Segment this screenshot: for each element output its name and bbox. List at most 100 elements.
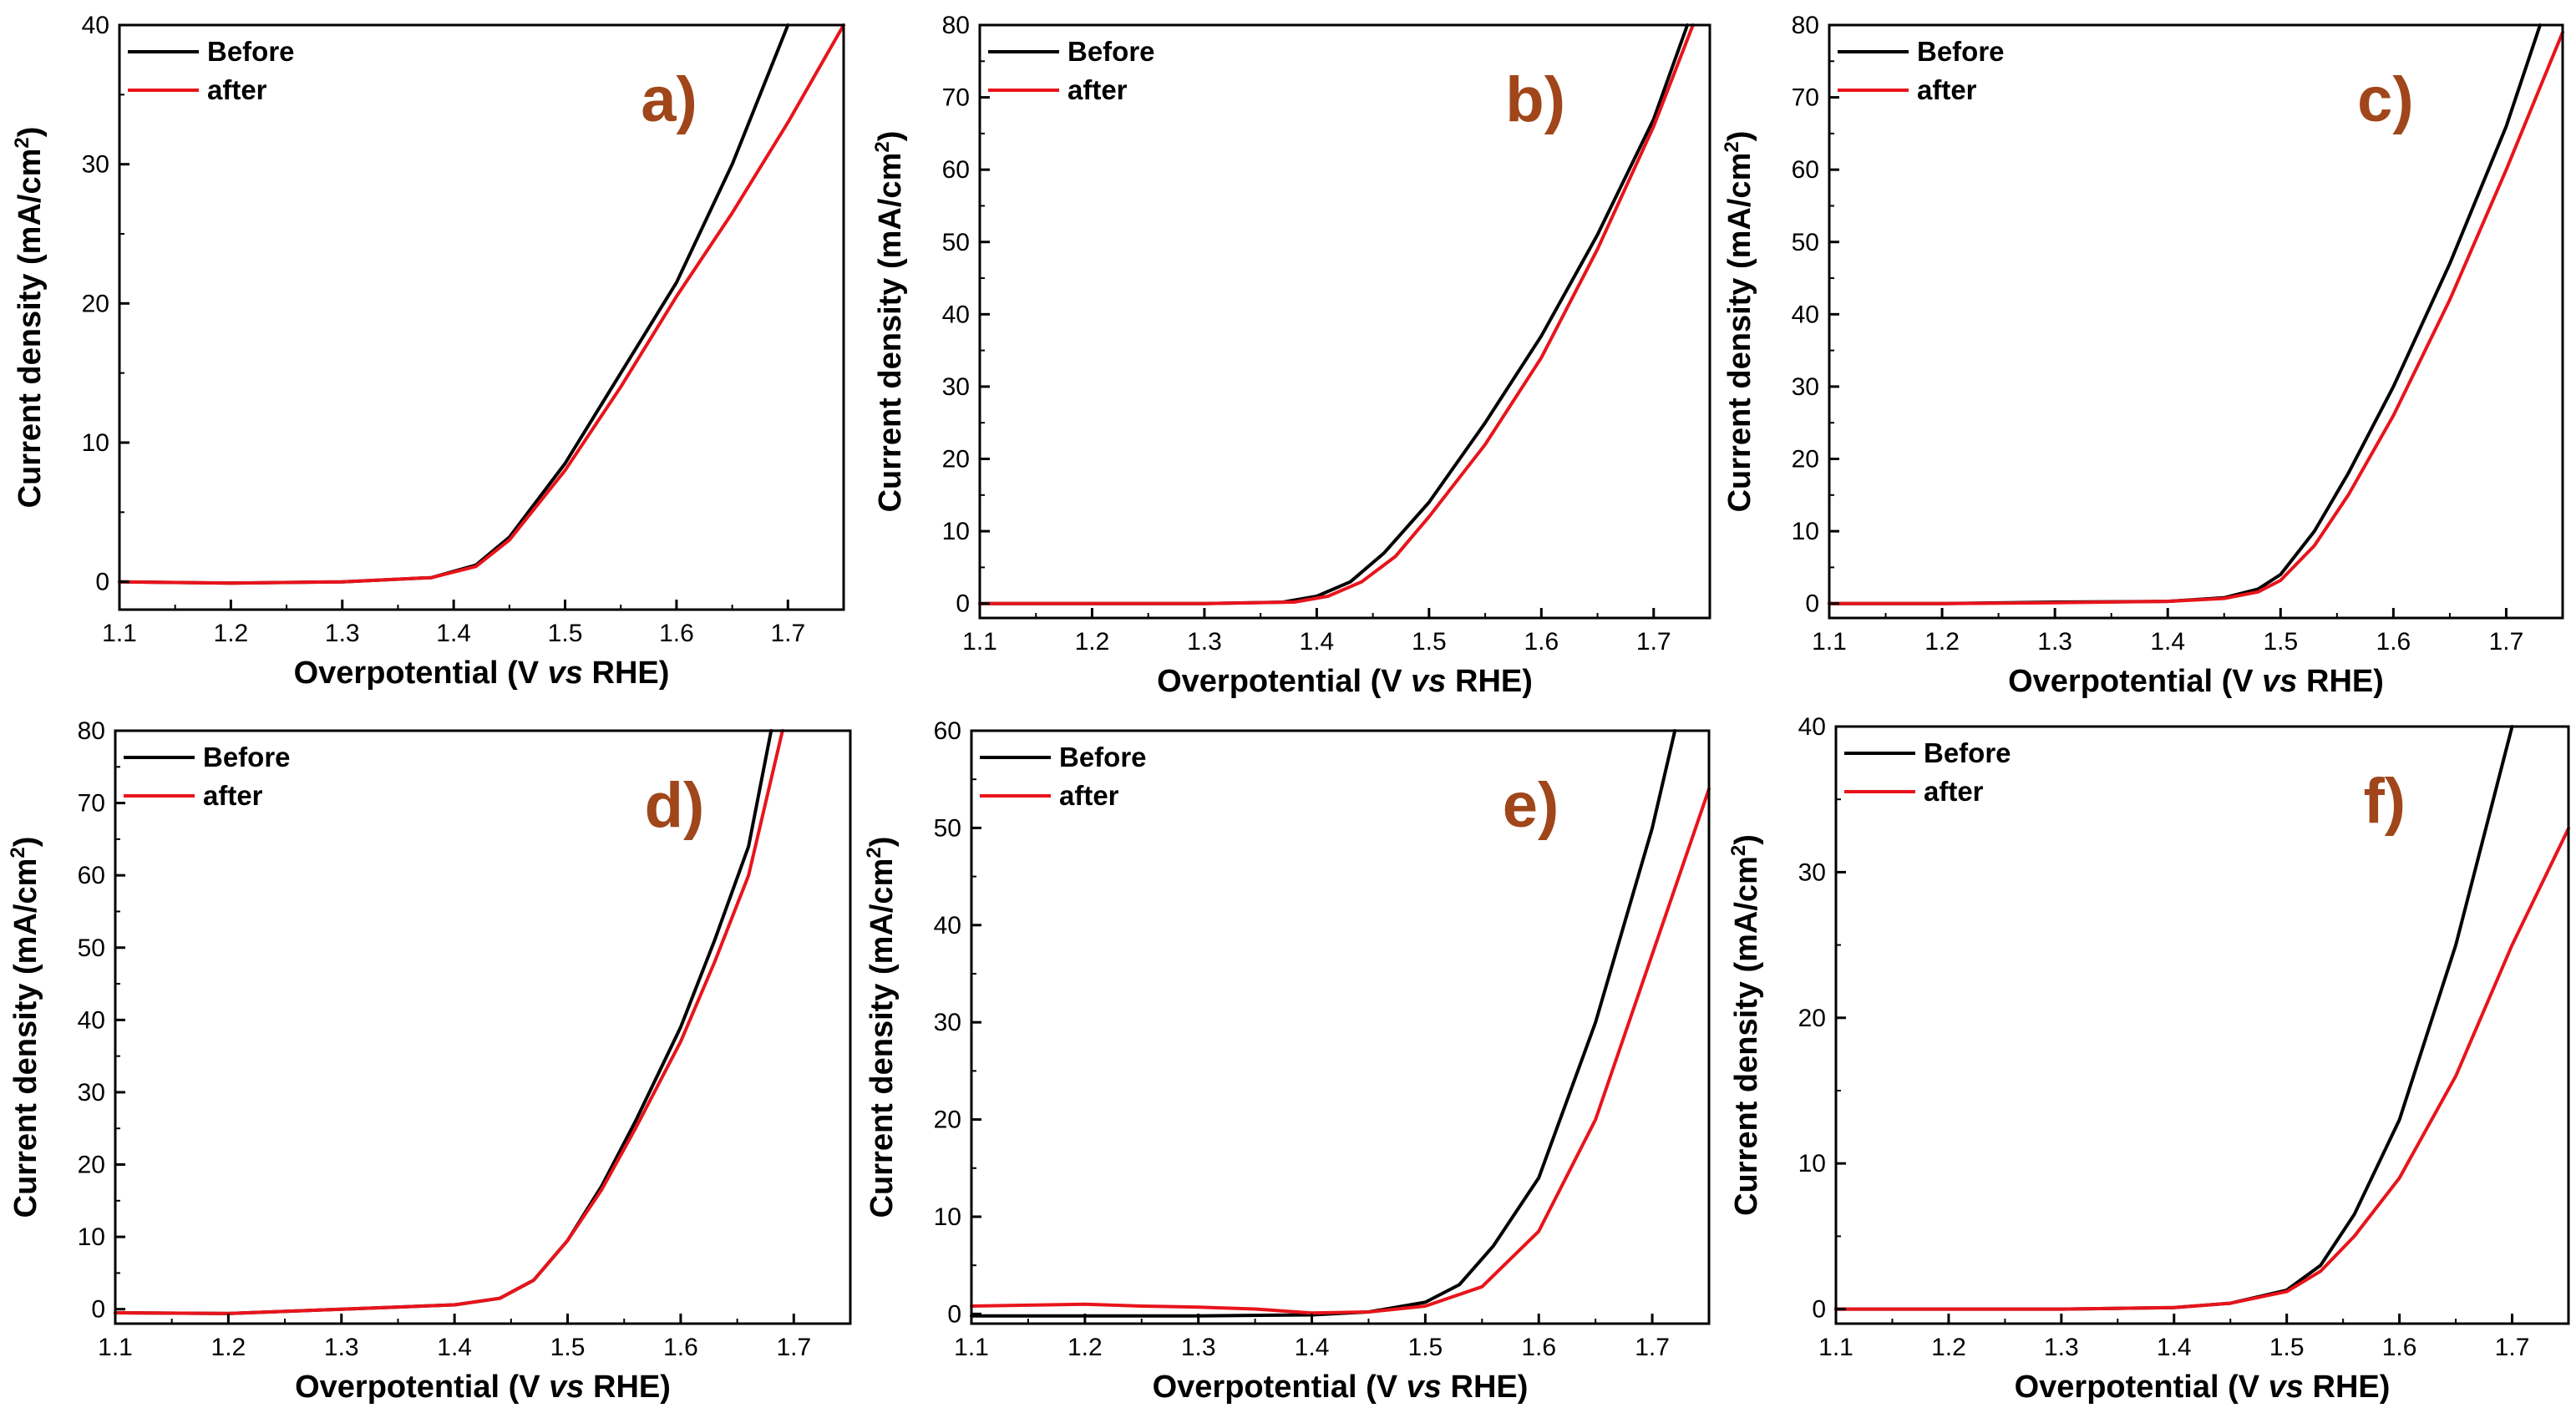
y-tick-label: 30 <box>1792 373 1819 401</box>
x-tick-label: 1.2 <box>1075 628 1110 656</box>
x-axis-label-italic: vs <box>549 1370 584 1405</box>
x-axis-label-main: Overpotential (V <box>294 656 548 691</box>
y-tick-label: 20 <box>934 1107 961 1134</box>
x-axis-label: Overpotential (V vs RHE) <box>1153 1370 1529 1405</box>
x-tick-label: 1.3 <box>2037 628 2072 656</box>
y-tick-label: 40 <box>78 1006 105 1034</box>
x-tick-label: 1.4 <box>437 1334 472 1361</box>
legend-label-after: after <box>203 780 263 811</box>
x-tick-label: 1.7 <box>2489 628 2524 656</box>
x-tick-label: 1.2 <box>1067 1334 1103 1361</box>
x-axis-label-end: RHE) <box>2304 1370 2390 1405</box>
y-tick-label: 20 <box>942 446 970 474</box>
x-tick-label: 1.1 <box>954 1334 989 1361</box>
y-tick-label: 40 <box>942 301 970 328</box>
y-tick-label: 40 <box>934 912 961 939</box>
series-line-before <box>970 729 1677 1318</box>
x-axis-label-main: Overpotential (V <box>1157 664 1411 699</box>
y-axis-label: Current density (mA/cm2) <box>871 131 908 513</box>
series-line-before <box>978 23 1690 605</box>
x-axis-label-italic: vs <box>2269 1370 2304 1405</box>
series-line-after <box>1834 827 2570 1311</box>
y-tick-label: 20 <box>82 290 109 317</box>
x-tick-label: 1.6 <box>659 620 694 647</box>
series-line-before <box>1828 23 2542 605</box>
y-axis-label-sup: 2 <box>1721 141 1743 152</box>
x-tick-label: 1.1 <box>98 1334 133 1361</box>
x-tick-label: 1.5 <box>2263 628 2298 656</box>
x-tick-label: 1.4 <box>1295 1334 1330 1361</box>
x-axis-label-end: RHE) <box>584 1370 670 1405</box>
panel-letter: a) <box>641 64 697 135</box>
y-tick-label: 10 <box>934 1203 961 1231</box>
y-tick-label: 10 <box>82 429 109 457</box>
y-axis-label: Current density (mA/cm2) <box>863 837 900 1218</box>
y-tick-label: 70 <box>942 84 970 112</box>
legend-label-after: after <box>207 74 267 105</box>
y-tick-label: 40 <box>1798 713 1826 741</box>
x-axis-label-end: RHE) <box>2297 664 2383 699</box>
x-tick-label: 1.4 <box>2150 628 2185 656</box>
y-tick-label: 0 <box>956 590 970 618</box>
plot-frame <box>114 729 852 1325</box>
x-axis-label-italic: vs <box>2262 664 2297 699</box>
x-tick-label: 1.2 <box>214 620 249 647</box>
x-axis-label-end: RHE) <box>1442 1370 1528 1405</box>
y-tick-label: 30 <box>82 151 109 179</box>
y-axis-label-sup: 2 <box>11 137 33 148</box>
x-tick-label: 1.3 <box>1187 628 1222 656</box>
x-axis-label-main: Overpotential (V <box>1153 1370 1407 1405</box>
y-axis-label-sup: 2 <box>871 141 894 152</box>
x-axis-label: Overpotential (V vs RHE) <box>1157 664 1533 699</box>
x-tick-label: 1.6 <box>2382 1334 2417 1361</box>
legend-label-before: Before <box>1924 737 2011 768</box>
y-tick-label: 50 <box>1792 229 1819 256</box>
x-tick-label: 1.1 <box>962 628 997 656</box>
y-tick-label: 10 <box>942 518 970 545</box>
series-line-after <box>114 729 784 1315</box>
chart-panel-f: 1.1 1.2 1.3 1.4 1.5 1.6 1.7 0 10 20 30 40 Overpotent… <box>1727 713 2570 1405</box>
x-tick-label: 1.5 <box>548 620 583 647</box>
y-tick-label: 50 <box>934 814 961 842</box>
plot-frame <box>1828 23 2564 620</box>
panel-letter: b) <box>1505 64 1565 135</box>
y-tick-label: 60 <box>934 717 961 745</box>
x-tick-label: 1.1 <box>1812 628 1847 656</box>
y-tick-label: 30 <box>1798 858 1826 886</box>
y-axis-label: Current density (mA/cm2) <box>7 837 43 1218</box>
y-tick-label: 40 <box>1792 301 1819 328</box>
y-tick-label: 0 <box>1812 1296 1826 1324</box>
y-tick-label: 80 <box>78 717 105 745</box>
y-axis-label-end: ) <box>1722 131 1757 142</box>
chart-panel-d: 1.1 1.2 1.3 1.4 1.5 1.6 1.7 0 10 20 30 40 50 60 70 80 Ov… <box>7 717 852 1405</box>
x-tick-label: 1.3 <box>1181 1334 1216 1361</box>
plot-frame <box>118 23 845 611</box>
y-axis-label-main: Current density (mA/cm <box>13 149 48 509</box>
x-tick-label: 1.5 <box>1408 1334 1443 1361</box>
x-tick-label: 1.6 <box>1524 628 1559 656</box>
y-tick-label: 30 <box>78 1079 105 1107</box>
y-tick-label: 20 <box>1792 446 1819 474</box>
y-tick-label: 0 <box>947 1300 961 1328</box>
y-tick-label: 0 <box>91 1296 105 1324</box>
y-axis-label-end: ) <box>1729 834 1764 845</box>
y-tick-label: 60 <box>942 156 970 184</box>
legend-label-before: Before <box>207 36 295 67</box>
plot-frame <box>970 729 1711 1325</box>
y-tick-label: 30 <box>934 1009 961 1036</box>
y-axis-label-end: ) <box>873 131 908 142</box>
y-tick-label: 50 <box>942 229 970 256</box>
legend-label-before: Before <box>1917 36 2005 67</box>
x-tick-label: 1.3 <box>324 1334 359 1361</box>
y-tick-label: 60 <box>78 862 105 889</box>
x-axis-label-italic: vs <box>548 656 583 691</box>
x-axis-label-italic: vs <box>1407 1370 1442 1405</box>
x-tick-label: 1.4 <box>1300 628 1335 656</box>
y-axis-label-main: Current density (mA/cm <box>1722 153 1757 513</box>
chart-panel-a: 1.1 1.2 1.3 1.4 1.5 1.6 1.7 0 10 20 30 40 Overpotent… <box>11 12 845 691</box>
y-axis-label-end: ) <box>865 837 900 848</box>
y-axis-label-main: Current density (mA/cm <box>865 858 900 1218</box>
x-axis-label-main: Overpotential (V <box>295 1370 549 1405</box>
x-tick-label: 1.7 <box>776 1334 811 1361</box>
